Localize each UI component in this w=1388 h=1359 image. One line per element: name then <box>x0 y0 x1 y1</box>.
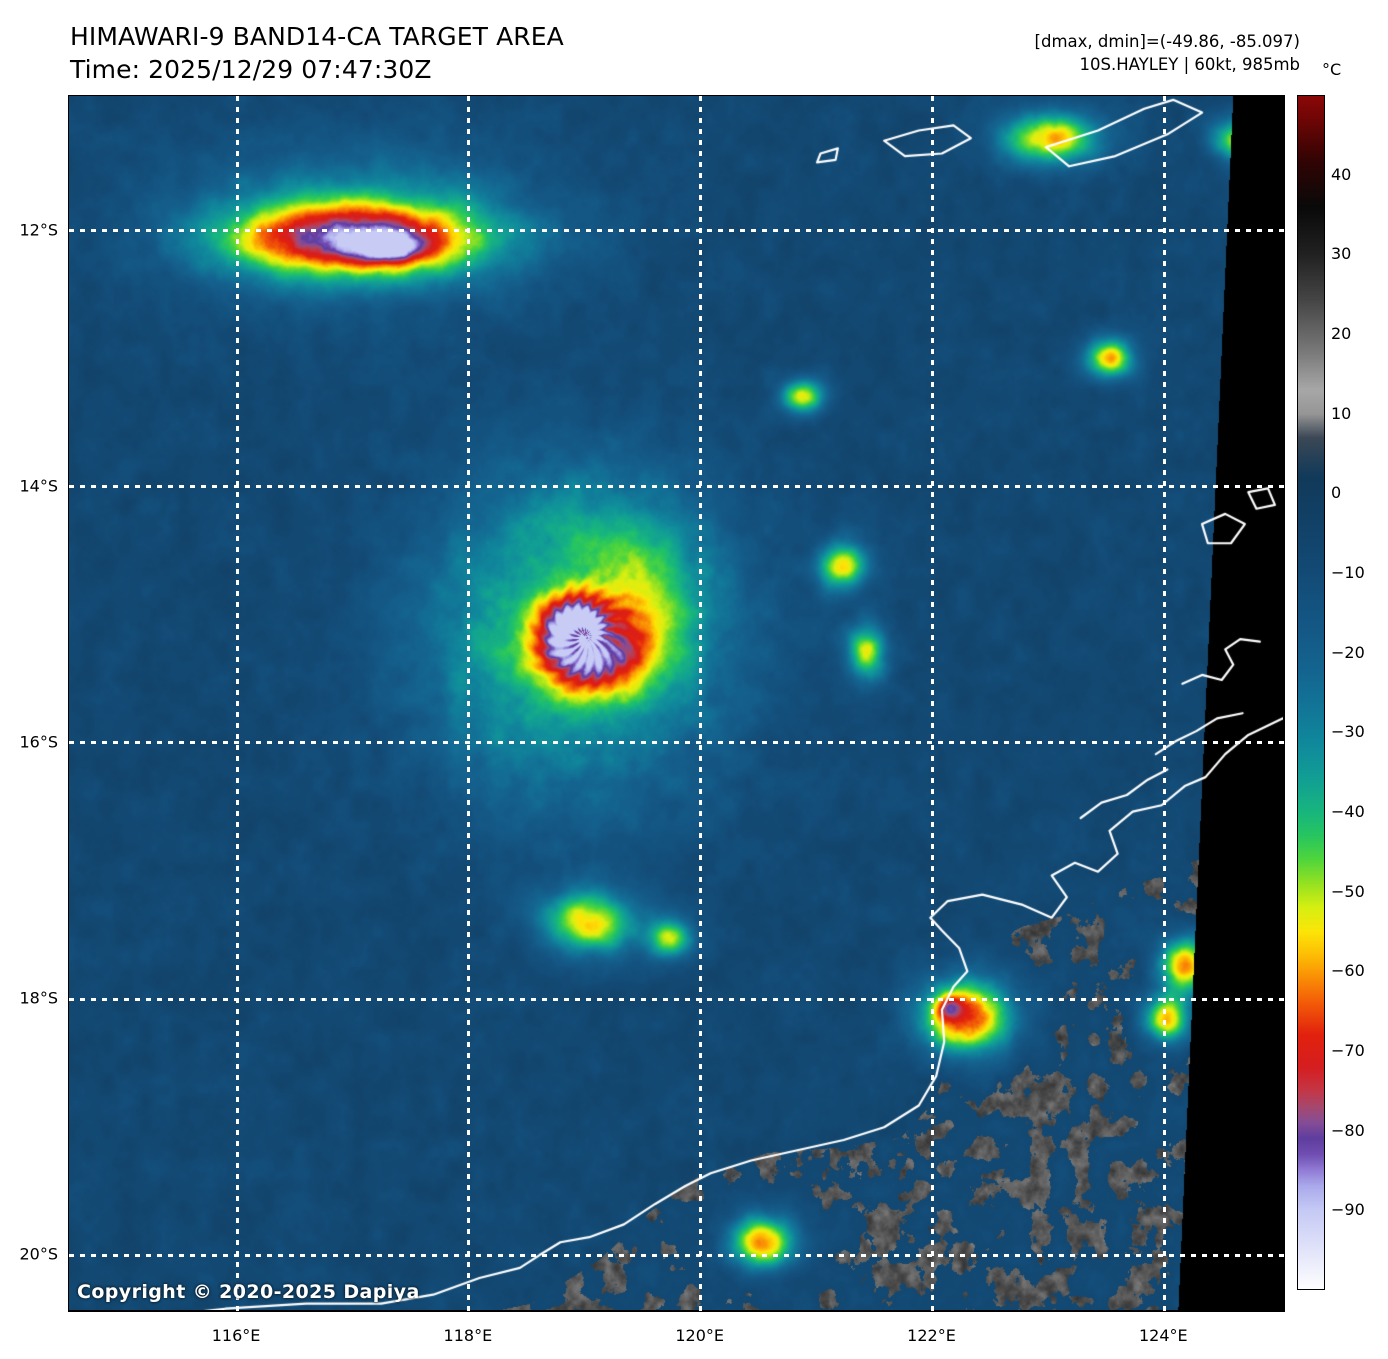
title-block: HIMAWARI-9 BAND14-CA TARGET AREA Time: 2… <box>70 20 770 86</box>
colorbar-tick-minus70: −70 <box>1331 1041 1365 1060</box>
latitude-tick-12: 12°S <box>19 220 58 239</box>
latitude-tick-14: 14°S <box>19 476 58 496</box>
copyright-label: Copyright © 2020-2025 Dapiya <box>77 1281 420 1303</box>
colorbar-tick-minus20: −20 <box>1331 642 1365 662</box>
colorbar-unit-label: °C <box>1322 60 1342 79</box>
colorbar-tick-minus80: −80 <box>1331 1120 1365 1140</box>
colorbar-tick-minus50: −50 <box>1331 881 1365 901</box>
colorbar-tick-minus90: −90 <box>1331 1200 1365 1220</box>
latitude-tick-18: 18°S <box>19 988 58 1008</box>
colorbar-tick-minus10: −10 <box>1331 563 1365 582</box>
satellite-image-plot: Copyright © 2020-2025 Dapiya <box>68 95 1285 1312</box>
colorbar-tick-minus60: −60 <box>1331 961 1365 981</box>
colorbar-border <box>1297 95 1325 1290</box>
colorbar-tick-0: 0 <box>1331 483 1342 503</box>
longitude-tick-120: 120°E <box>675 1326 724 1345</box>
colorbar-gradient <box>1297 95 1325 1290</box>
colorbar-tick-minus30: −30 <box>1331 722 1365 742</box>
longitude-tick-122: 122°E <box>907 1326 956 1345</box>
colorbar-tick-minus40: −40 <box>1331 802 1365 821</box>
longitude-tick-124: 124°E <box>1138 1326 1188 1345</box>
page-title: HIMAWARI-9 BAND14-CA TARGET AREA <box>70 22 564 51</box>
dmax-dmin-label: [dmax, dmin]=(-49.86, -85.097) <box>1034 32 1300 51</box>
colorbar-tick-labels: 40 30 20 10 0 −10 −20 −30 −40 −50 −60 −70 −80 −90 <box>1331 95 1388 1290</box>
observation-time: Time: 2025/12/29 07:47:30Z <box>70 55 432 84</box>
colorbar-tick-30: 30 <box>1331 244 1352 264</box>
colorbar <box>1297 95 1325 1290</box>
storm-info-label: 10S.HAYLEY | 60kt, 985mb <box>1079 55 1300 74</box>
longitude-tick-116: 116°E <box>211 1326 261 1345</box>
latitude-tick-20: 20°S <box>19 1244 58 1264</box>
latitude-tick-16: 16°S <box>19 732 58 752</box>
longitude-tick-118: 118°E <box>443 1326 493 1345</box>
infrared-brightness-temperature-raster <box>69 96 1283 1310</box>
colorbar-tick-20: 20 <box>1331 324 1352 343</box>
colorbar-tick-10: 10 <box>1331 403 1352 423</box>
metadata-block: [dmax, dmin]=(-49.86, -85.097) 10S.HAYLE… <box>1035 30 1300 76</box>
colorbar-tick-40: 40 <box>1331 164 1352 184</box>
